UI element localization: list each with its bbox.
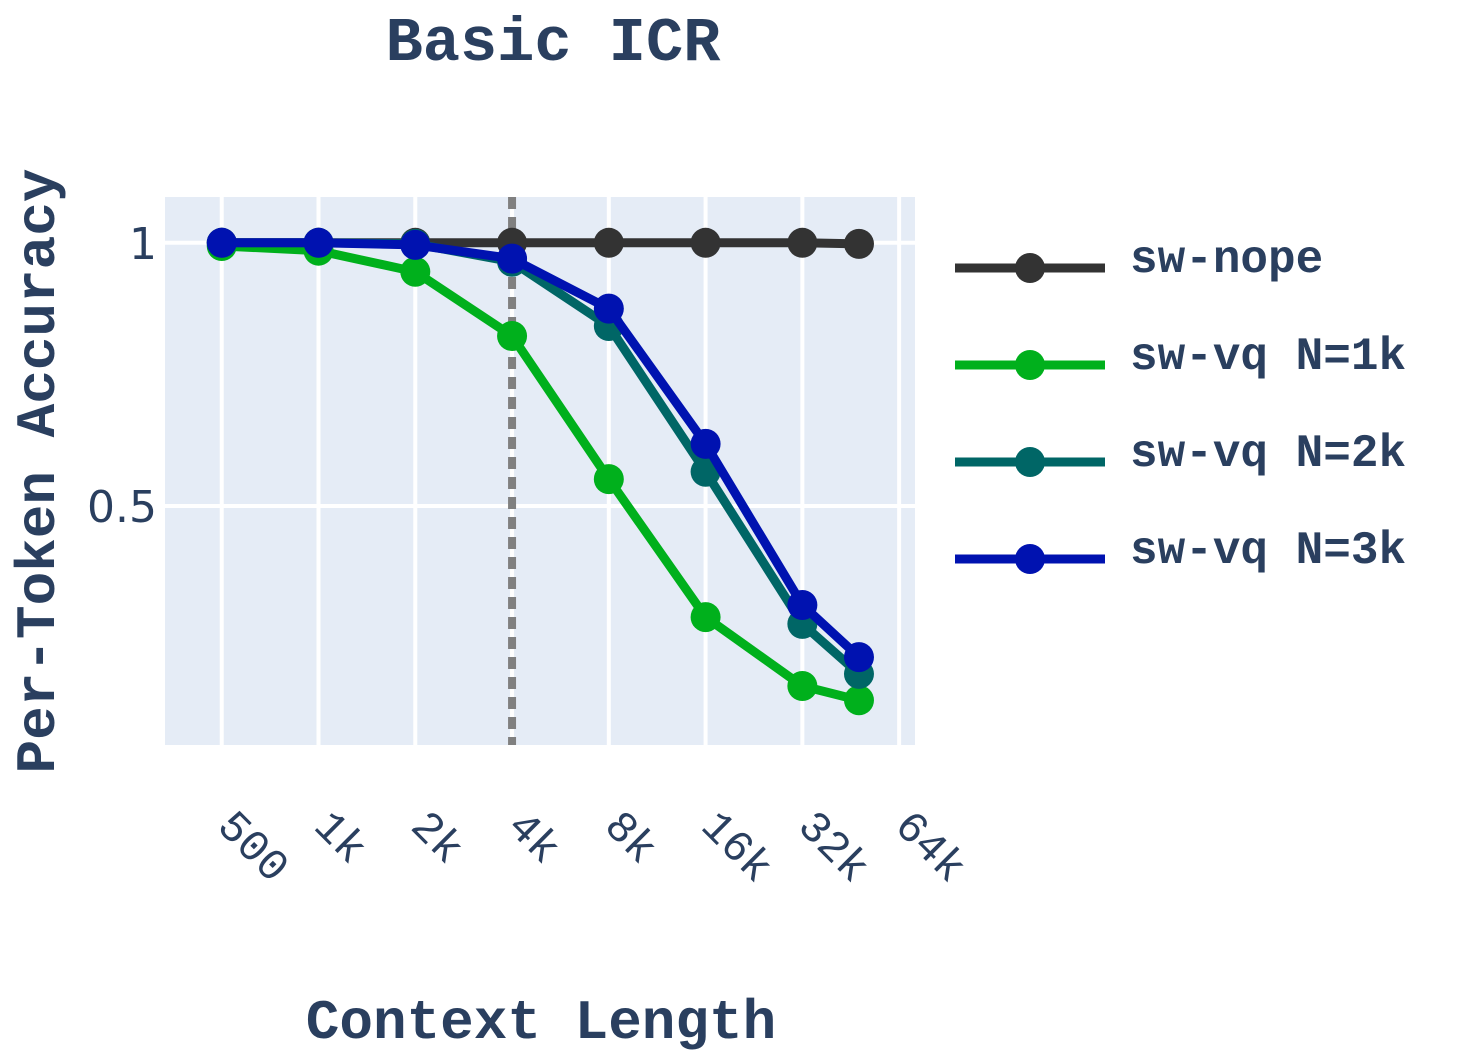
x-tick-label: 64k bbox=[883, 803, 974, 894]
x-tick-label: 1k bbox=[303, 803, 376, 876]
data-point bbox=[400, 256, 431, 287]
legend-marker bbox=[1015, 253, 1045, 283]
legend-label: sw-vq N=3k bbox=[1130, 525, 1406, 577]
data-point bbox=[497, 320, 528, 351]
data-point bbox=[690, 602, 721, 633]
data-point bbox=[206, 227, 237, 258]
x-tick-label: 4k bbox=[496, 803, 569, 876]
data-point bbox=[593, 227, 624, 258]
data-point bbox=[787, 589, 818, 620]
x-tick-label: 32k bbox=[786, 803, 877, 894]
data-point bbox=[690, 227, 721, 258]
x-axis-label: Context Length bbox=[306, 991, 776, 1055]
legend-label: sw-vq N=1k bbox=[1130, 331, 1406, 383]
data-point bbox=[303, 227, 334, 258]
legend-marker bbox=[1015, 447, 1045, 477]
data-point bbox=[843, 642, 874, 673]
chart-title: Basic ICR bbox=[386, 8, 722, 79]
data-point bbox=[787, 227, 818, 258]
x-tick-label: 8k bbox=[593, 803, 666, 876]
data-point bbox=[843, 685, 874, 716]
data-point bbox=[690, 428, 721, 459]
y-axis-label: Per-Token Accuracy bbox=[7, 169, 71, 774]
legend-marker bbox=[1015, 350, 1045, 380]
data-point bbox=[593, 293, 624, 324]
series-line bbox=[221, 238, 863, 661]
legend-label: sw-nope bbox=[1130, 234, 1323, 286]
x-tick-label: 16k bbox=[690, 803, 781, 894]
series-line bbox=[221, 241, 861, 705]
x-tick-label: 2k bbox=[399, 803, 472, 876]
data-point bbox=[497, 243, 528, 274]
data-point bbox=[400, 229, 431, 260]
data-point bbox=[593, 464, 624, 495]
legend-marker bbox=[1015, 544, 1045, 574]
y-tick-label: 0.5 bbox=[87, 482, 157, 533]
legend-label: sw-vq N=2k bbox=[1130, 428, 1406, 480]
plot-area bbox=[165, 197, 915, 745]
data-point bbox=[787, 671, 818, 702]
x-tick-label: 500 bbox=[206, 803, 297, 894]
data-point bbox=[843, 228, 874, 259]
y-tick-label: 1 bbox=[129, 219, 157, 270]
